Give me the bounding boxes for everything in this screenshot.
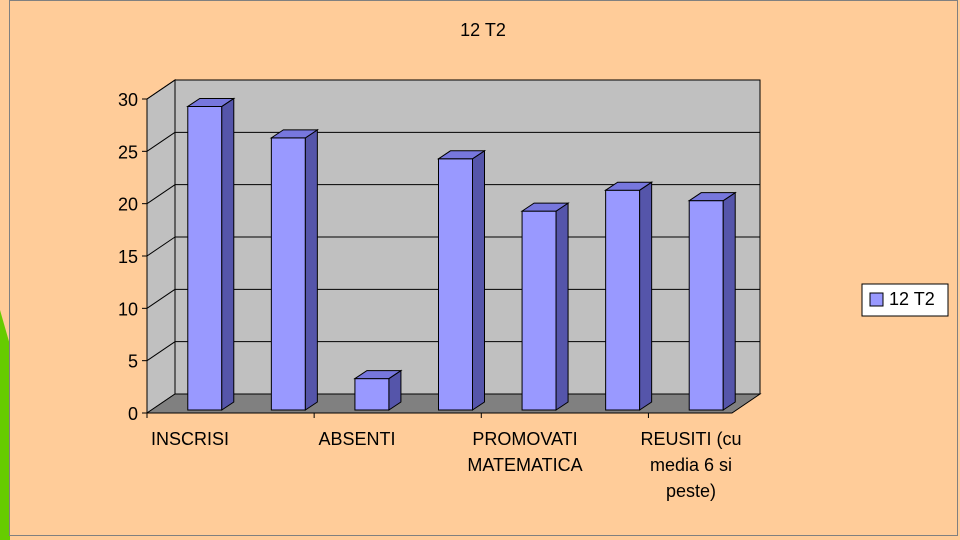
- chart-title: 12 T2: [460, 20, 506, 40]
- left-accent-shape: [0, 310, 10, 540]
- y-tick-label: 25: [118, 142, 138, 162]
- bar: [269, 128, 320, 411]
- y-tick-label: 30: [118, 90, 138, 110]
- legend: 12 T2: [861, 283, 949, 317]
- y-axis-tick-labels: 0 5 10 15 20 25 30: [118, 90, 138, 424]
- bar-top: [436, 150, 487, 160]
- y-tick-label: 0: [128, 404, 138, 424]
- gridline-side: [146, 79, 176, 100]
- bar-top: [520, 202, 570, 212]
- x-category-label: REUSITI (cu media 6 si peste): [640, 429, 741, 501]
- bar-top: [603, 181, 654, 191]
- legend-label: 12 T2: [889, 289, 935, 309]
- bar-front: [605, 189, 641, 411]
- bar-top: [186, 97, 236, 107]
- y-tick-label: 5: [128, 352, 138, 372]
- legend-swatch: [869, 292, 884, 307]
- bar: [186, 97, 236, 411]
- y-tick-label: 15: [118, 247, 138, 267]
- bar-side: [639, 181, 653, 411]
- bar-side: [555, 202, 569, 411]
- bar: [353, 369, 403, 411]
- axes: [142, 98, 732, 418]
- bar: [603, 181, 654, 411]
- x-category-label: INSCRISI: [151, 429, 229, 449]
- x-axis-category-labels: INSCRISI ABSENTI PROMOVATI MATEMATICA REUSIT…: [151, 429, 742, 501]
- bar-front: [270, 137, 306, 411]
- bar-top: [687, 192, 737, 202]
- bar-side: [472, 149, 485, 411]
- bar: [436, 149, 487, 411]
- bar-side: [304, 128, 318, 411]
- gridline-side: [146, 236, 176, 257]
- gridline-side: [146, 184, 176, 205]
- y-tick-label: 20: [118, 195, 138, 215]
- x-category-label: PROMOVATI MATEMATICA: [467, 429, 582, 475]
- gridline-side: [146, 288, 176, 309]
- bar: [520, 202, 570, 411]
- bar-side: [221, 97, 235, 411]
- gridline-side: [146, 131, 176, 152]
- bars: [186, 97, 737, 411]
- gridline-side: [146, 341, 176, 362]
- y-tick-label: 10: [118, 299, 138, 319]
- bar-top: [353, 370, 403, 380]
- bar: [687, 191, 737, 411]
- bar-front: [688, 200, 724, 411]
- bar-front: [438, 158, 473, 411]
- bar-front: [521, 210, 557, 411]
- x-category-label: ABSENTI: [318, 429, 395, 449]
- bar-front: [187, 105, 223, 411]
- chart-border: [9, 0, 958, 536]
- bar-top: [269, 129, 320, 139]
- bar-front: [354, 378, 390, 411]
- bar-side: [722, 191, 736, 411]
